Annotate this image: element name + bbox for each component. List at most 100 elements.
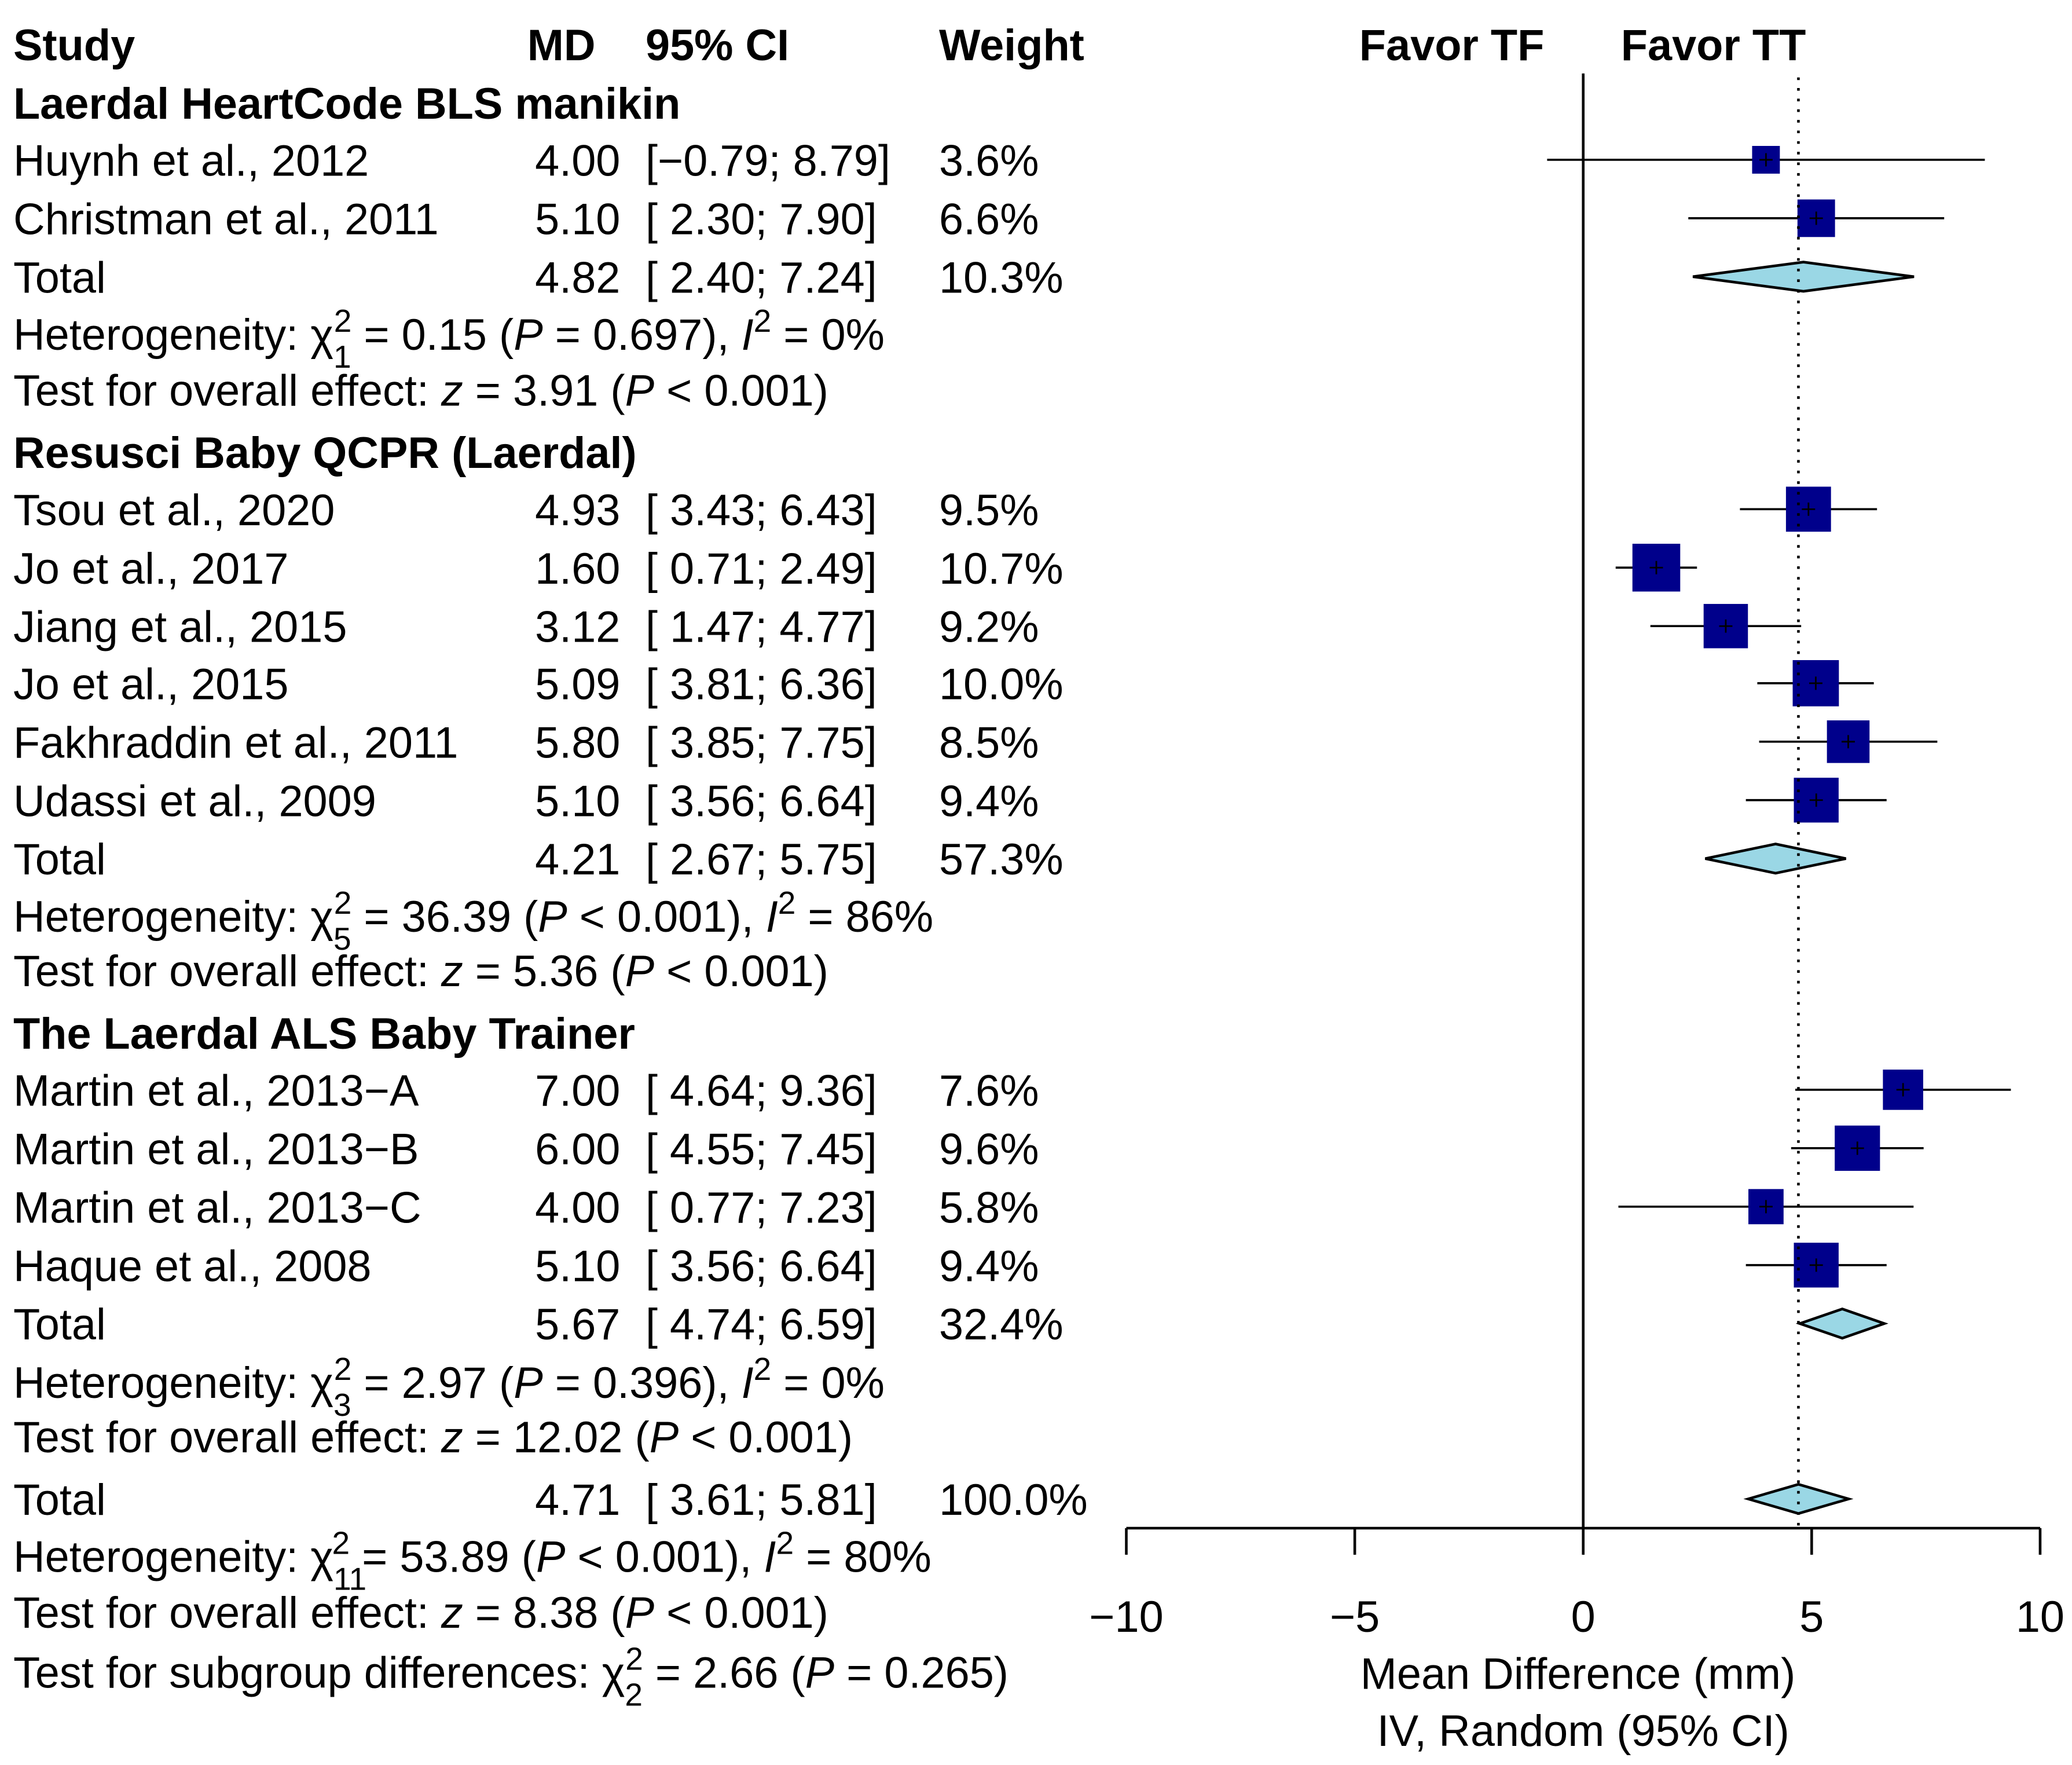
subgroup-title: The Laerdal ALS Baby Trainer [13, 1009, 635, 1059]
text-part: P [805, 1648, 834, 1697]
subgroup-total-ci: [ 4.74; 6.59] [646, 1300, 877, 1349]
text-part: Heterogeneity: χ [13, 1533, 333, 1582]
study-row-weight: 9.4% [939, 1242, 1039, 1291]
overall-total-diamond [1743, 1482, 1854, 1515]
text-part: 2 [334, 303, 352, 339]
text-part: 5 [333, 921, 351, 957]
x-axis-label: Mean Difference (mm) [1360, 1650, 1795, 1699]
text-part: 2 [332, 1525, 350, 1561]
header-weight: Weight [939, 21, 1084, 70]
study-row-ci: [ 3.85; 7.75] [646, 718, 877, 767]
study-row-label: Jiang et al., 2015 [13, 603, 347, 652]
text-part: P [538, 892, 567, 942]
study-row-weight: 3.6% [939, 136, 1039, 185]
study-row-label: Martin et al., 2013−A [13, 1066, 419, 1115]
text-part: z [441, 1588, 463, 1638]
text-part: Test for overall effect: [13, 1588, 441, 1638]
text-part: P [650, 1413, 679, 1462]
header-md: MD [527, 21, 596, 70]
subgroup-total-label: Total [13, 1300, 106, 1349]
study-row-label: Tsou et al., 2020 [13, 486, 335, 535]
text-part: I [764, 1533, 776, 1582]
overall-heterogeneity: Heterogeneity: χ112 = 53.89 (P < 0.001),… [13, 1525, 932, 1597]
study-row-md: 7.00 [535, 1066, 620, 1115]
text-part: 2 [778, 885, 796, 921]
text-part: = 3.91 ( [463, 366, 625, 415]
text-part: Heterogeneity: χ [13, 1358, 333, 1408]
subgroup-total-md: 5.67 [535, 1300, 620, 1349]
text-part: = 0% [771, 1358, 885, 1408]
study-row-weight: 10.7% [939, 544, 1063, 594]
text-part: 3 [333, 1387, 351, 1423]
study-row-point [1841, 735, 1855, 749]
study-row-md: 5.10 [535, 777, 620, 826]
subgroup-overall-effect: Test for overall effect: z = 5.36 (P < 0… [13, 947, 828, 996]
study-row-ci: [ 0.71; 2.49] [646, 544, 877, 594]
subgroup-overall-effect: Test for overall effect: z = 3.91 (P < 0… [13, 366, 828, 415]
header-ci: 95% CI [646, 21, 789, 70]
study-row-point [1809, 676, 1822, 690]
subgroup-title: Resusci Baby QCPR (Laerdal) [13, 429, 637, 478]
study-row-weight: 5.8% [939, 1183, 1039, 1232]
study-row-weight: 9.5% [939, 486, 1039, 535]
header-favor-tt: Favor TT [1621, 21, 1806, 70]
study-row-label: Jo et al., 2017 [13, 544, 289, 594]
subgroup-total-diamond [1692, 261, 1915, 293]
study-row-md: 4.93 [535, 486, 620, 535]
text-part: P [514, 310, 542, 360]
subgroup-total-diamond [1704, 843, 1846, 875]
study-row-md: 5.10 [535, 1242, 620, 1291]
subgroup-total-diamond [1795, 1308, 1888, 1340]
study-row-md: 5.80 [535, 718, 620, 767]
column-headers: Study MD 95% CI Weight Favor TF Favor TT [13, 21, 1806, 70]
text-part: = 0.15 ( [351, 310, 514, 360]
text-part: 2 [625, 1641, 643, 1676]
subgroup-total-md: 4.21 [535, 835, 620, 884]
study-row-ci: [ 4.64; 9.36] [646, 1066, 877, 1115]
study-row-md: 1.60 [535, 544, 620, 594]
plot-marks [1547, 145, 2011, 1515]
study-row-weight: 9.4% [939, 777, 1039, 826]
text-part: 2 [334, 1351, 352, 1387]
text-part: 1 [333, 339, 351, 375]
subgroup-total-ci: [ 2.67; 5.75] [646, 835, 877, 884]
subgroup-differences: Test for subgroup differences: χ22 = 2.6… [13, 1641, 1009, 1712]
text-part: < 0.001) [679, 1413, 853, 1462]
subgroup-total-weight: 57.3% [939, 835, 1063, 884]
text-part: < 0.001) [654, 1588, 828, 1638]
study-row-point [1759, 153, 1773, 167]
study-row-point [1809, 211, 1823, 225]
overall-total-ci: [ 3.61; 5.81] [646, 1475, 877, 1525]
text-part: P [514, 1358, 542, 1408]
text-part: < 0.001), [567, 892, 766, 942]
subgroup-total-label: Total [13, 835, 106, 884]
study-row-label: Martin et al., 2013−C [13, 1183, 421, 1232]
text-part: Test for overall effect: [13, 366, 441, 415]
subgroup-total-ci: [ 2.40; 7.24] [646, 253, 877, 302]
study-row-label: Jo et al., 2015 [13, 660, 289, 709]
text-part: 2 [754, 303, 772, 339]
text-part: Test for subgroup differences: χ [13, 1648, 625, 1697]
text-part: = 0.697), [543, 310, 742, 360]
subgroup-total-md: 4.82 [535, 253, 620, 302]
text-part: < 0.001), [565, 1533, 764, 1582]
text-part: z [441, 947, 463, 996]
study-row-ci: [−0.79; 8.79] [646, 136, 890, 185]
study-row-weight: 9.6% [939, 1125, 1039, 1174]
study-row-point [1809, 1258, 1823, 1272]
overall-effect: Test for overall effect: z = 8.38 (P < 0… [13, 1588, 828, 1638]
text-part: < 0.001) [654, 366, 828, 415]
x-axis: −10 −5 0 5 10 [1089, 73, 2064, 1642]
text-part: = 0% [771, 310, 885, 360]
study-row-ci: [ 4.55; 7.45] [646, 1125, 877, 1174]
text-part: P [536, 1533, 565, 1582]
study-row-md: 3.12 [535, 603, 620, 652]
study-row-point [1809, 793, 1823, 807]
study-row-weight: 8.5% [939, 718, 1039, 767]
text-part: Heterogeneity: χ [13, 892, 333, 942]
study-row-md: 4.00 [535, 1183, 620, 1232]
study-row-weight: 10.0% [939, 660, 1063, 709]
text-part: 2 [625, 1676, 643, 1712]
subgroup-title: Laerdal HeartCode BLS manikin [13, 79, 680, 129]
study-row-ci: [ 3.56; 6.64] [646, 777, 877, 826]
